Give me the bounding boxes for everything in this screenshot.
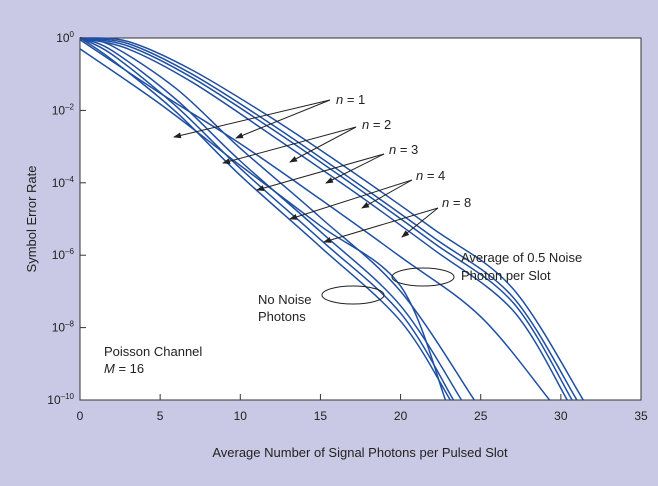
label-n3: n = 3 — [389, 142, 418, 157]
label-n8: n = 8 — [442, 195, 471, 210]
curve-no-noise-n2 — [79, 37, 451, 401]
label-n4: n = 4 — [416, 168, 445, 183]
curve-noise-n2 — [79, 37, 568, 401]
arrow-n2-b — [289, 126, 357, 163]
y-tick-label: 10–8 — [52, 320, 75, 335]
no-noise-label: No Noise Photons — [258, 292, 315, 324]
y-axis-label: Symbol Error Rate — [24, 166, 39, 273]
arrow-n4-a — [289, 179, 413, 220]
noise-ellipse — [391, 267, 455, 287]
label-n1: n = 1 — [336, 92, 365, 107]
arrow-n3-a — [256, 153, 385, 191]
arrow-n3-b — [325, 153, 385, 184]
y-tick-label: 10–4 — [52, 175, 75, 190]
x-tick-label: 15 — [314, 409, 328, 423]
y-tick-label: 10–10 — [47, 392, 74, 407]
curves-group — [79, 37, 584, 401]
arrow-n1-a — [173, 99, 331, 139]
x-tick-label: 10 — [234, 409, 248, 423]
x-tick-label: 25 — [474, 409, 488, 423]
label-n2: n = 2 — [362, 117, 391, 132]
x-tick-label: 0 — [77, 409, 84, 423]
arrow-n1-b — [235, 99, 331, 139]
curve-noise-n1 — [79, 39, 551, 401]
no-noise-ellipse — [321, 285, 385, 305]
x-tick-label: 35 — [634, 409, 648, 423]
x-axis-ticks: 0 5 10 15 20 25 30 35 — [77, 394, 648, 423]
arrow-n2-a — [222, 126, 357, 165]
curve-noise-n4 — [79, 37, 578, 401]
arrow-n4-b — [361, 179, 413, 209]
y-tick-label: 10–2 — [52, 102, 75, 117]
x-tick-label: 20 — [394, 409, 408, 423]
y-tick-label: 100 — [56, 30, 74, 45]
annotation-arrows — [173, 99, 439, 243]
channel-label: Poisson Channel M = 16 — [104, 344, 206, 376]
x-axis-label: Average Number of Signal Photons per Pul… — [212, 445, 508, 460]
curve-noise-n3 — [79, 37, 573, 401]
curve-no-noise-n4 — [79, 37, 463, 401]
noise-label: Average of 0.5 Noise Photon per Slot — [461, 250, 586, 283]
arrow-n8-a — [323, 207, 439, 243]
arrow-n8-b — [401, 207, 439, 238]
curve-no-noise-n8 — [79, 37, 475, 401]
x-tick-label: 30 — [554, 409, 568, 423]
y-axis-ticks: 100 10–2 10–4 10–6 10–8 10–10 — [47, 30, 86, 407]
y-tick-label: 10–6 — [52, 247, 75, 262]
curve-noise-n8 — [79, 37, 584, 401]
x-tick-label: 5 — [157, 409, 164, 423]
curve-no-noise-n3 — [79, 37, 455, 401]
